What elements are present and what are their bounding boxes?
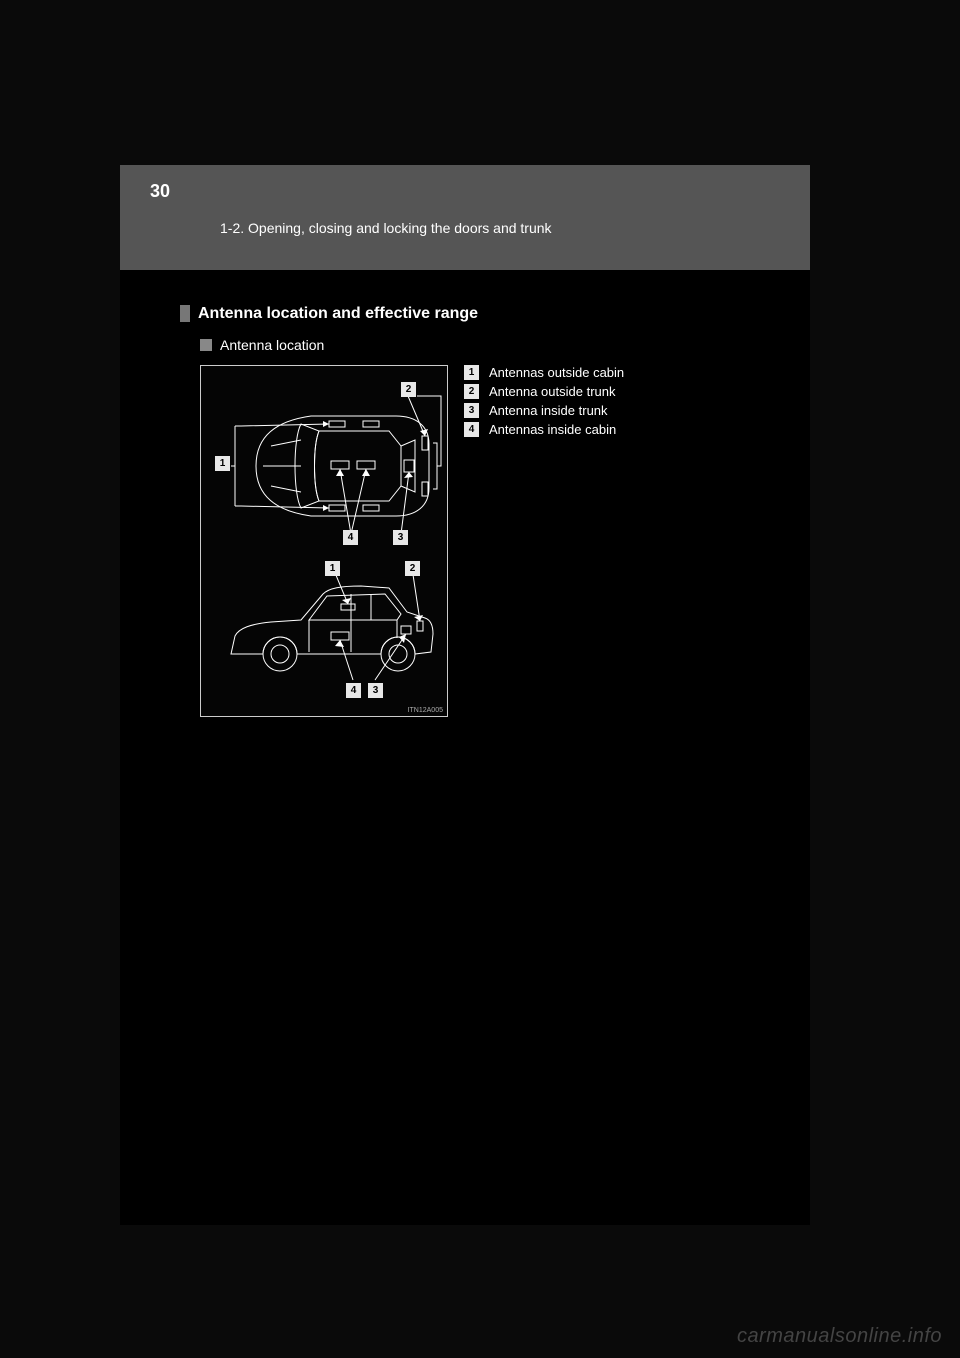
main-heading-row: Antenna location and effective range	[180, 305, 800, 323]
bullet-icon	[200, 339, 212, 351]
legend-item: 1 Antennas outside cabin	[464, 365, 624, 380]
legend-item: 4 Antennas inside cabin	[464, 422, 624, 437]
legend-label: Antenna outside trunk	[489, 384, 615, 399]
callout-badge: 4	[343, 530, 358, 545]
main-heading: Antenna location and effective range	[198, 305, 478, 323]
legend-label: Antenna inside trunk	[489, 403, 608, 418]
section-title: 1-2. Opening, closing and locking the do…	[220, 220, 552, 236]
callout-badge: 3	[393, 530, 408, 545]
callout-badge: 1	[215, 456, 230, 471]
sub-heading-row: Antenna location	[180, 337, 800, 353]
watermark: carmanualsonline.info	[737, 1325, 942, 1348]
callout-badge: 4	[346, 683, 361, 698]
page-number: 30	[150, 181, 170, 202]
legend-badge: 3	[464, 403, 479, 418]
legend-badge: 4	[464, 422, 479, 437]
legend-label: Antennas outside cabin	[489, 365, 624, 380]
page-header-bar: 30 1-2. Opening, closing and locking the…	[120, 165, 810, 270]
manual-page: 30 1-2. Opening, closing and locking the…	[120, 165, 810, 1225]
figure-image-id: ITN12A005	[408, 707, 443, 714]
antenna-diagram: 2 1 4 3 1 2 4 3 ITN12A005	[200, 365, 448, 717]
legend-item: 3 Antenna inside trunk	[464, 403, 624, 418]
legend-badge: 1	[464, 365, 479, 380]
callout-badge: 1	[325, 561, 340, 576]
callout-badge: 2	[401, 382, 416, 397]
figure-area: 2 1 4 3 1 2 4 3 ITN12A005 1 Antennas out…	[200, 365, 624, 717]
callout-badge: 2	[405, 561, 420, 576]
bullet-icon	[180, 305, 190, 322]
legend-badge: 2	[464, 384, 479, 399]
figure-legend: 1 Antennas outside cabin 2 Antenna outsi…	[464, 365, 624, 717]
legend-label: Antennas inside cabin	[489, 422, 616, 437]
sub-heading: Antenna location	[220, 337, 324, 353]
legend-item: 2 Antenna outside trunk	[464, 384, 624, 399]
car-side-view-icon	[201, 554, 449, 714]
content-area: Antenna location and effective range Ant…	[180, 305, 800, 353]
callout-badge: 3	[368, 683, 383, 698]
